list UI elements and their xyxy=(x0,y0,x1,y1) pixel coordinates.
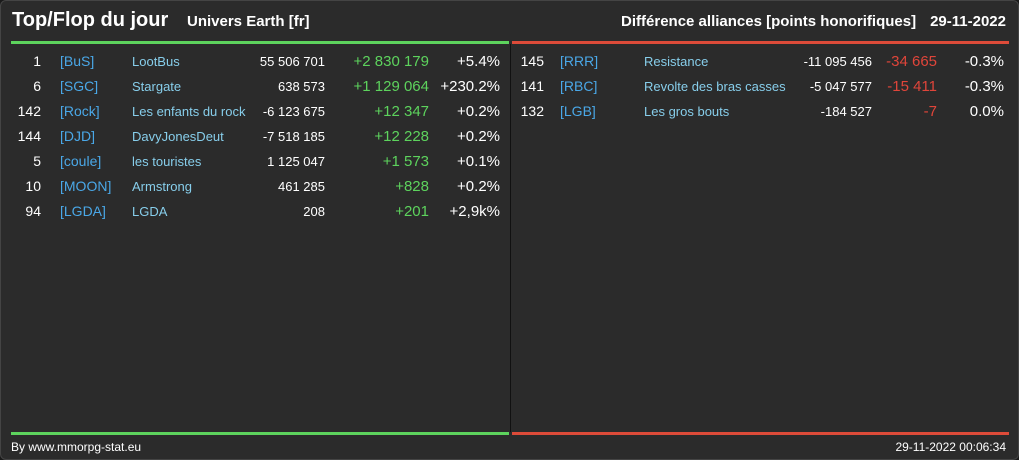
difference-cell: +1 573 xyxy=(382,153,429,170)
universe-subtitle: Univers Earth [fr] xyxy=(187,13,310,30)
difference-cell: -7 xyxy=(923,103,937,120)
difference-cell: +12 228 xyxy=(374,128,429,145)
points-cell: 55 506 701 xyxy=(259,54,325,69)
table-row: 5 [coule] les touristes 1 125 047 +1 573 +0.1… xyxy=(11,149,509,174)
rank-cell: 145 xyxy=(520,53,544,69)
header-date: 29-11-2022 xyxy=(930,13,1006,30)
points-cell: -5 047 577 xyxy=(809,79,872,94)
percent-cell: +0.2% xyxy=(457,103,500,120)
alliance-name-link[interactable]: Resistance xyxy=(644,54,709,69)
alliance-name-link[interactable]: Armstrong xyxy=(132,179,192,194)
top-panel-bottom-bar xyxy=(11,432,509,435)
table-row: 94 [LGDA] LGDA 208 +201 +2,9k% xyxy=(11,199,509,224)
alliance-tag-link[interactable]: [RBC] xyxy=(560,78,598,94)
alliance-tag-link[interactable]: [RRR] xyxy=(560,53,599,69)
rank-cell: 94 xyxy=(25,203,41,219)
percent-cell: +0.1% xyxy=(457,153,500,170)
rank-cell: 6 xyxy=(33,78,41,94)
rank-cell: 132 xyxy=(520,103,544,119)
alliance-name-link[interactable]: DavyJonesDeut xyxy=(132,129,224,144)
alliance-tag-link[interactable]: [coule] xyxy=(60,153,102,169)
percent-cell: +0.2% xyxy=(457,128,500,145)
header: Top/Flop du jour Univers Earth [fr] Diff… xyxy=(1,1,1018,41)
points-cell: 1 125 047 xyxy=(267,154,325,169)
table-row: 144 [DJD] DavyJonesDeut -7 518 185 +12 228 +0… xyxy=(11,124,509,149)
rank-cell: 10 xyxy=(25,178,41,194)
percent-cell: +0.2% xyxy=(457,178,500,195)
difference-cell: +828 xyxy=(395,178,429,195)
stat-description: Différence alliances [points honorifique… xyxy=(621,13,917,30)
table-row: 10 [MOON] Armstrong 461 285 +828 +0.2% xyxy=(11,174,509,199)
percent-cell: 0.0% xyxy=(969,103,1004,120)
alliance-name-link[interactable]: les touristes xyxy=(132,154,202,169)
alliance-name-link[interactable]: LGDA xyxy=(132,204,168,219)
percent-cell: -0.3% xyxy=(964,53,1004,70)
page-title: Top/Flop du jour xyxy=(12,9,169,31)
difference-cell: -34 665 xyxy=(886,53,937,70)
alliance-tag-link[interactable]: [MOON] xyxy=(60,178,112,194)
percent-cell: +230.2% xyxy=(440,78,500,95)
points-cell: -11 095 456 xyxy=(803,54,872,69)
percent-cell: +2,9k% xyxy=(449,203,500,220)
footer: By www.mmorpg-stat.eu 29-11-2022 00:06:3… xyxy=(1,435,1018,459)
alliance-tag-link[interactable]: [BuS] xyxy=(60,53,95,69)
table-row: 6 [SGC] Stargate 638 573 +1 129 064 +230.2% xyxy=(11,74,509,99)
rank-cell: 141 xyxy=(520,78,544,94)
table-row: 145 [RRR] Resistance -11 095 456 -34 665 -0.3… xyxy=(512,49,1009,74)
points-cell: 638 573 xyxy=(278,79,325,94)
alliance-tag-link[interactable]: [LGDA] xyxy=(60,203,106,219)
alliance-tag-link[interactable]: [SGC] xyxy=(60,78,99,94)
top-panel: 1 [BuS] LootBus 55 506 701 +2 830 179 +5.4% 6 [… xyxy=(11,41,509,435)
alliance-tag-link[interactable]: [Rock] xyxy=(60,103,100,119)
top-panel-top-bar xyxy=(11,41,509,44)
percent-cell: +5.4% xyxy=(457,53,500,70)
alliance-name-link[interactable]: Stargate xyxy=(132,79,182,94)
alliance-tag-link[interactable]: [LGB] xyxy=(560,103,596,119)
difference-cell: -15 411 xyxy=(887,78,937,95)
table-row: 132 [LGB] Les gros bouts -184 527 -7 0.0% xyxy=(512,99,1009,124)
difference-cell: +2 830 179 xyxy=(353,53,430,70)
header-right: Différence alliances [points honorifique… xyxy=(621,13,1006,30)
points-cell: 461 285 xyxy=(278,179,325,194)
alliance-name-link[interactable]: Revolte des bras casses xyxy=(644,79,786,94)
rank-cell: 1 xyxy=(33,53,41,69)
alliance-name-link[interactable]: Les enfants du rock xyxy=(132,104,246,119)
table-row: 142 [Rock] Les enfants du rock -6 123 675 +1… xyxy=(11,99,509,124)
table-row: 141 [RBC] Revolte des bras casses -5 047 57… xyxy=(512,74,1009,99)
flop-panel-top-bar xyxy=(512,41,1009,44)
points-cell: -184 527 xyxy=(820,104,872,119)
percent-cell: -0.3% xyxy=(964,78,1004,95)
difference-cell: +1 129 064 xyxy=(353,78,430,95)
points-cell: -7 518 185 xyxy=(262,129,325,144)
points-cell: -6 123 675 xyxy=(262,104,325,119)
source-link[interactable]: By www.mmorpg-stat.eu xyxy=(11,440,142,454)
alliance-tag-link[interactable]: [DJD] xyxy=(60,128,95,144)
panel-divider xyxy=(510,44,511,432)
alliance-name-link[interactable]: Les gros bouts xyxy=(644,104,730,119)
points-cell: 208 xyxy=(303,204,325,219)
flop-panel-bottom-bar xyxy=(512,432,1009,435)
rank-cell: 144 xyxy=(17,128,41,144)
difference-cell: +201 xyxy=(395,203,429,220)
rank-cell: 142 xyxy=(17,103,41,119)
rank-cell: 5 xyxy=(33,153,41,169)
flop-panel: 145 [RRR] Resistance -11 095 456 -34 665 -0.3… xyxy=(512,41,1009,435)
alliance-name-link[interactable]: LootBus xyxy=(132,54,180,69)
table-row: 1 [BuS] LootBus 55 506 701 +2 830 179 +5.4% xyxy=(11,49,509,74)
footer-timestamp: 29-11-2022 00:06:34 xyxy=(895,440,1006,454)
difference-cell: +12 347 xyxy=(374,103,429,120)
